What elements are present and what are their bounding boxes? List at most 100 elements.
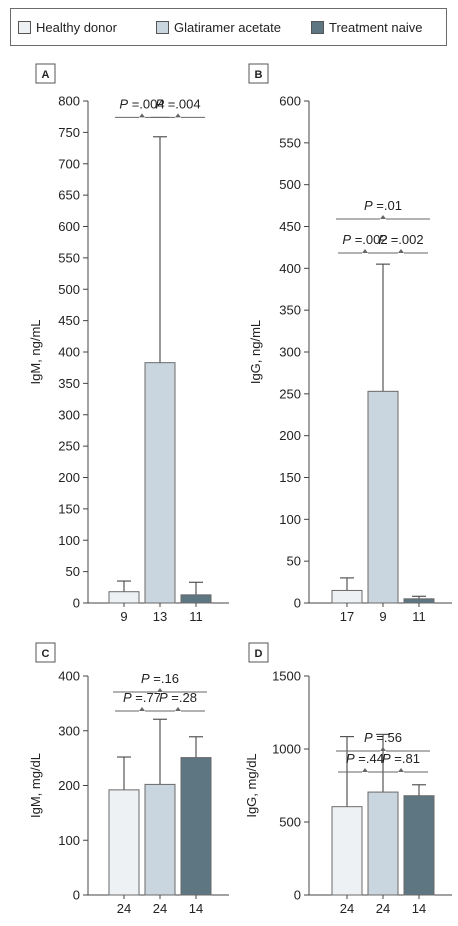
legend-item-glatiramer-acetate: Glatiramer acetate xyxy=(156,19,281,35)
y-tick-label: 100 xyxy=(58,533,80,548)
x-tick-label: 24 xyxy=(376,901,390,916)
y-tick-label: 550 xyxy=(58,250,80,265)
panel-label: D xyxy=(255,648,263,660)
comparison-marker xyxy=(175,707,181,711)
comparison-p-value: P =.004 xyxy=(119,96,164,111)
y-tick-label: 250 xyxy=(279,386,301,401)
y-tick-label: 600 xyxy=(58,219,80,234)
legend-swatch-glatiramer-acetate xyxy=(156,20,169,34)
panel-label: A xyxy=(42,69,50,81)
y-tick-label: 450 xyxy=(58,313,80,328)
comparison-marker xyxy=(139,113,145,118)
comparison-marker xyxy=(398,249,404,253)
y-tick-label: 150 xyxy=(279,470,301,485)
bar-healthy-donor xyxy=(331,589,363,604)
comparison-p-value: P =.77 xyxy=(123,690,161,705)
y-tick-label: 100 xyxy=(58,833,80,848)
x-tick-label: 11 xyxy=(412,609,426,624)
comparison-marker xyxy=(380,215,386,219)
bar-treatment-naive xyxy=(403,598,435,604)
comparison-p-value: P =.002 xyxy=(378,232,423,247)
x-tick-label: 11 xyxy=(189,609,203,624)
y-tick-label: 600 xyxy=(279,94,301,109)
y-tick-label: 0 xyxy=(73,596,80,611)
y-tick-label: 800 xyxy=(58,94,80,109)
panel-label: B xyxy=(255,69,263,81)
comparison-p-value: P =.28 xyxy=(159,690,197,705)
x-tick-label: 17 xyxy=(340,609,354,624)
comparison-marker xyxy=(157,688,163,692)
bar-healthy-donor xyxy=(108,789,140,896)
panel-badge xyxy=(35,63,56,84)
comparison-p-value: P =.01 xyxy=(364,198,402,213)
y-axis-title: IgM, ng/mL xyxy=(28,319,43,384)
y-tick-label: 300 xyxy=(279,345,301,360)
y-tick-label: 300 xyxy=(58,723,80,738)
y-tick-label: 1000 xyxy=(272,742,301,757)
y-tick-label: 500 xyxy=(279,177,301,192)
panel-badge xyxy=(35,642,56,663)
bar-glatiramer-acetate xyxy=(367,390,399,604)
y-tick-label: 350 xyxy=(58,376,80,391)
y-tick-label: 700 xyxy=(58,156,80,171)
comparison-marker xyxy=(139,707,145,711)
y-tick-label: 1500 xyxy=(272,669,301,684)
bar-treatment-naive xyxy=(180,757,212,896)
y-tick-label: 400 xyxy=(279,261,301,276)
panel-badge xyxy=(248,63,269,84)
x-tick-label: 9 xyxy=(120,609,127,624)
chart-panel-b: B 0 50 100 150 200 250 300 350 400 450 500 550 600 IgG… xyxy=(248,63,452,624)
x-tick-label: 9 xyxy=(379,609,386,624)
comparison-p-value: P =.81 xyxy=(382,751,420,766)
legend-item-treatment-naive: Treatment naive xyxy=(311,19,422,35)
chart-legend: Healthy donor Glatiramer acetate Treatme… xyxy=(10,8,447,46)
comparison-marker xyxy=(175,113,181,118)
panel-badge xyxy=(248,642,269,663)
x-tick-label: 13 xyxy=(153,609,167,624)
bar-glatiramer-acetate xyxy=(144,362,176,604)
y-tick-label: 400 xyxy=(58,669,80,684)
y-axis-title: IgG, ng/mL xyxy=(248,320,263,384)
y-tick-label: 300 xyxy=(58,407,80,422)
y-tick-label: 750 xyxy=(58,125,80,140)
y-tick-label: 500 xyxy=(279,815,301,830)
comparison-marker xyxy=(362,768,368,772)
legend-item-healthy-donor: Healthy donor xyxy=(18,19,117,35)
panel-label: C xyxy=(42,648,50,660)
chart-panel-a: A 0 50 100 150 200 250 300 350 400 450 500 550 600 650… xyxy=(28,63,229,624)
y-axis-title: IgM, mg/dL xyxy=(28,753,43,818)
y-tick-label: 500 xyxy=(58,282,80,297)
y-tick-label: 200 xyxy=(58,470,80,485)
y-tick-label: 650 xyxy=(58,188,80,203)
legend-label: Healthy donor xyxy=(36,19,117,35)
y-tick-label: 0 xyxy=(73,888,80,903)
comparison-marker xyxy=(398,768,404,772)
comparison-p-value: P =.56 xyxy=(364,730,402,745)
y-tick-label: 250 xyxy=(58,439,80,454)
y-tick-label: 550 xyxy=(279,135,301,150)
x-tick-label: 24 xyxy=(340,901,354,916)
x-tick-label: 24 xyxy=(117,901,131,916)
y-tick-label: 0 xyxy=(294,888,301,903)
bar-healthy-donor xyxy=(108,591,140,604)
bar-treatment-naive xyxy=(180,594,212,604)
comparison-p-value: P =.004 xyxy=(155,96,200,111)
comparison-marker xyxy=(362,249,368,253)
y-tick-label: 0 xyxy=(294,596,301,611)
x-tick-label: 14 xyxy=(189,901,203,916)
chart-panel-d: D 0 500 1000 1500 IgG, mg/dL 24 24 14 P =.44P =.8… xyxy=(244,642,452,916)
y-tick-label: 150 xyxy=(58,501,80,516)
y-tick-label: 200 xyxy=(279,428,301,443)
legend-label: Treatment naive xyxy=(329,19,423,35)
comparison-p-value: P =.16 xyxy=(141,671,179,686)
legend-label: Glatiramer acetate xyxy=(174,19,281,35)
legend-swatch-healthy-donor xyxy=(18,20,31,34)
y-tick-label: 350 xyxy=(279,303,301,318)
bar-healthy-donor xyxy=(331,806,363,896)
comparison-p-value: P =.002 xyxy=(342,232,387,247)
y-tick-label: 100 xyxy=(279,512,301,527)
x-tick-label: 24 xyxy=(153,901,167,916)
bar-treatment-naive xyxy=(403,795,435,896)
comparison-p-value: P =.44 xyxy=(346,751,384,766)
